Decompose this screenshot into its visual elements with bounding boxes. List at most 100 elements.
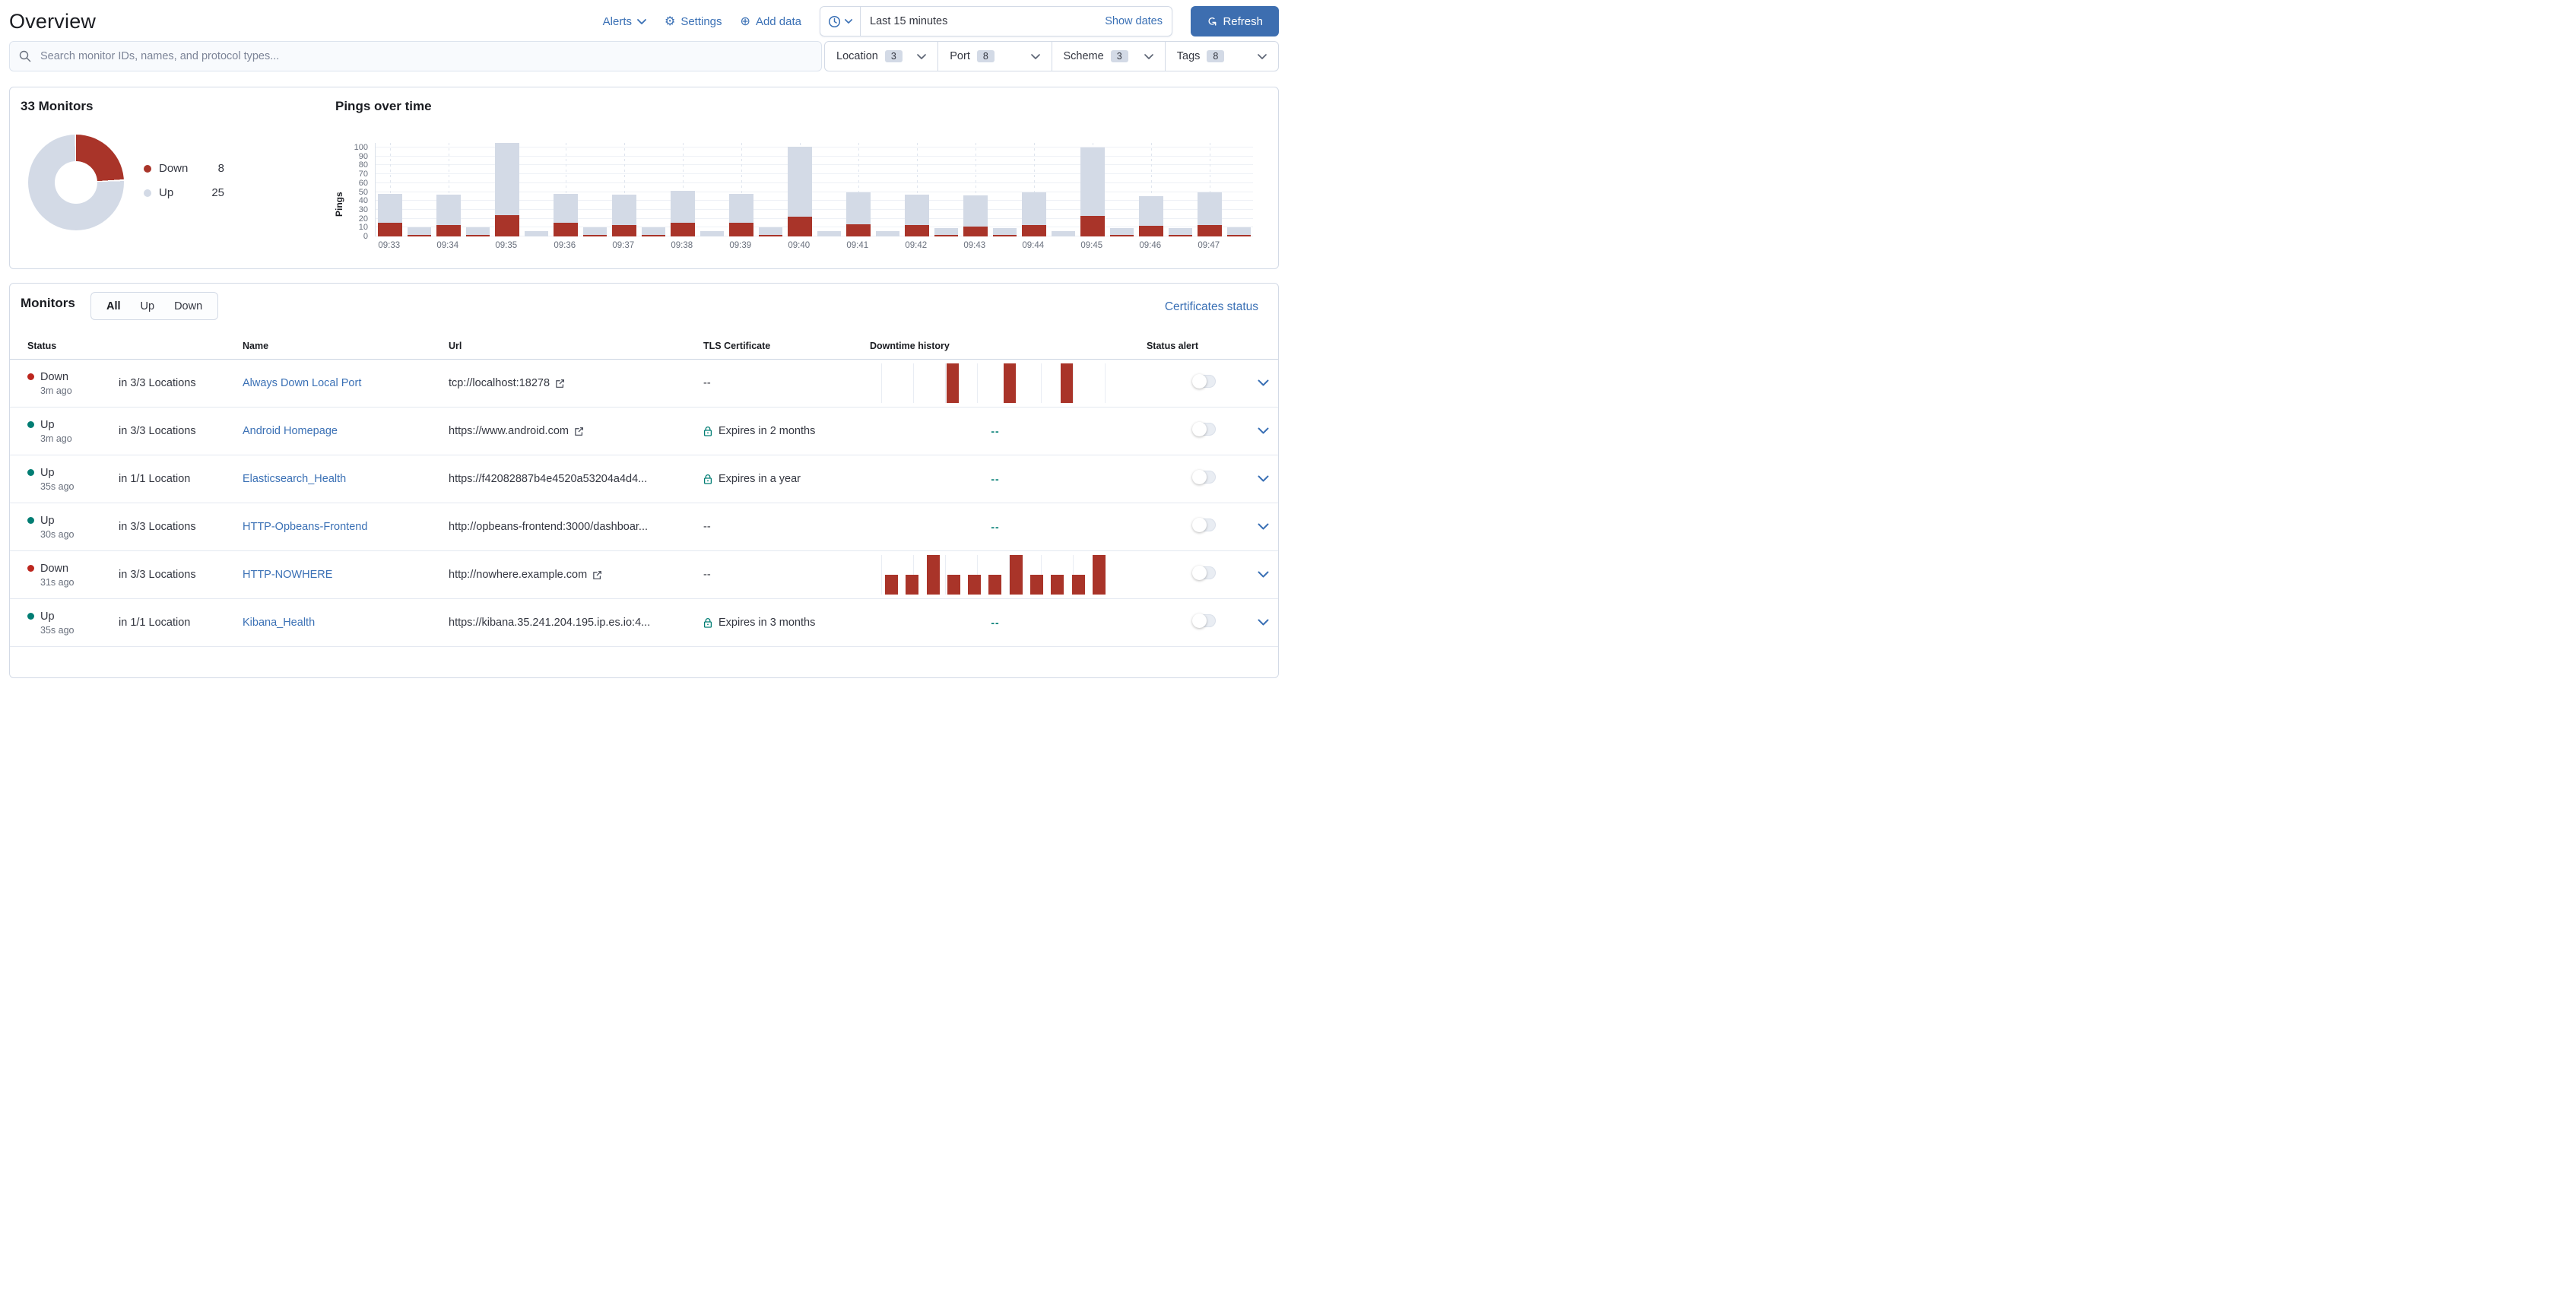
header-actions: Alerts ⚙ Settings ⊕ Add data Last 15 min… [603,6,1279,36]
pings-bar [1168,228,1192,236]
tls-cell: Expires in a year [703,473,870,485]
downtime-history-cell [870,363,1121,403]
downtime-bar [906,575,919,595]
monitor-url[interactable]: https://kibana.35.241.204.195.ip.es.io:4… [449,617,651,629]
monitor-name-link[interactable]: Kibana_Health [243,617,316,629]
expand-row-button[interactable] [1224,520,1278,534]
filter-count-badge: 3 [884,50,903,62]
status-alert-toggle[interactable] [1192,374,1216,389]
expand-row-button[interactable] [1224,616,1278,630]
pings-bar-down-segment [1226,234,1251,236]
pings-bar [1139,196,1163,236]
pings-bar [758,227,782,236]
table-row: Down 31s ago in 3/3 Locations HTTP-NOWHERE h… [10,551,1278,599]
legend-dot [144,189,151,197]
status-dot-up [27,517,34,524]
x-axis-tick-label: 09:45 [1080,241,1103,250]
time-range-field[interactable]: Last 15 minutes Show dates [861,7,1172,36]
tls-cell: Expires in 2 months [703,425,870,437]
status-alert-toggle[interactable] [1192,422,1216,436]
status-alert-toggle[interactable] [1192,566,1216,580]
pings-bar-up-segment [407,227,431,235]
pings-bar [436,195,461,236]
column-header-name: Name [243,340,269,351]
filter-port[interactable]: Port 8 [938,42,1052,71]
x-axis-tick-label: 09:44 [1022,241,1045,250]
pings-bar-up-segment [1080,147,1105,217]
downtime-bar [1060,363,1073,403]
legend-value: 25 [211,186,224,199]
minute-grid-line [682,143,684,236]
status-cell: Down 31s ago [27,563,119,588]
show-dates-button[interactable]: Show dates [1105,15,1163,27]
filter-scheme[interactable]: Scheme 3 [1052,42,1166,71]
x-axis-tick-label: 09:41 [846,241,869,250]
lock-icon [703,474,712,485]
monitor-url[interactable]: https://www.android.com [449,425,569,437]
tab-down[interactable]: Down [174,300,203,312]
monitors-panel: Monitors All Up Down Certificates status S… [9,283,1279,678]
search-input[interactable] [39,49,812,63]
pings-bar [875,230,899,236]
locations-cell: in 3/3 Locations [119,569,196,581]
status-dot-down [27,373,34,380]
pings-bar [612,195,636,236]
status-cell: Down 3m ago [27,371,119,396]
monitor-name-link[interactable]: HTTP-NOWHERE [243,569,333,581]
url-cell: tcp://localhost:18278 [449,377,703,389]
pings-bar [465,227,490,236]
pings-bar-up-segment [671,191,695,224]
monitor-url[interactable]: http://opbeans-frontend:3000/dashboar... [449,521,649,533]
filter-tags[interactable]: Tags 8 [1166,42,1278,71]
x-axis-tick-label: 09:42 [905,241,928,250]
external-link-icon [555,379,565,389]
pings-bar-up-segment [465,227,490,235]
tls-cell: -- [703,569,870,581]
pings-bar-up-segment [641,227,665,235]
chevron-down-icon [1144,53,1153,59]
x-axis-tick-label: 09:43 [963,241,986,250]
expand-row-button[interactable] [1224,568,1278,582]
last-check-time: 35s ago [40,480,75,492]
status-alert-toggle[interactable] [1192,614,1216,628]
tab-up[interactable]: Up [140,300,155,312]
monitor-url[interactable]: tcp://localhost:18278 [449,377,550,389]
status-dot-up [27,469,34,476]
monitor-name-link[interactable]: HTTP-Opbeans-Frontend [243,521,368,533]
add-data-button[interactable]: ⊕ Add data [741,15,801,28]
monitor-name-link[interactable]: Elasticsearch_Health [243,473,347,485]
tls-expiry-text: Expires in a year [719,473,801,485]
minute-grid-line [623,143,625,236]
pings-bar-up-segment [758,227,782,235]
monitor-name-link[interactable]: Always Down Local Port [243,377,362,389]
status-alert-toggle[interactable] [1192,470,1216,484]
y-axis-tick-label: 60 [358,178,368,188]
monitor-url[interactable]: http://nowhere.example.com [449,569,588,581]
status-alert-toggle[interactable] [1192,518,1216,532]
refresh-button[interactable]: ↻ Refresh [1191,6,1279,36]
pings-bar [554,193,578,236]
expand-row-button[interactable] [1224,472,1278,486]
tab-all[interactable]: All [106,300,121,312]
downtime-bar [926,555,940,595]
pings-bar-up-segment [817,230,841,236]
pings-bar [788,146,812,236]
pings-bar-down-segment [1198,224,1222,236]
expand-row-button[interactable] [1224,424,1278,438]
y-axis-tick-label: 90 [358,151,368,161]
monitor-name-link[interactable]: Android Homepage [243,425,338,437]
monitor-url[interactable]: https://f42082887b4e4520a53204a4d4... [449,473,648,485]
alerts-menu-button[interactable]: Alerts [603,15,646,28]
expand-row-button[interactable] [1224,376,1278,390]
downtime-bar [968,575,982,595]
pings-bar-down-segment [1168,234,1192,236]
grid-line [376,182,1253,183]
status-alert-cell [1121,422,1224,439]
time-quick-select-button[interactable] [820,7,861,36]
filter-location[interactable]: Location 3 [825,42,939,71]
settings-button[interactable]: ⚙ Settings [665,15,722,28]
certificates-status-link[interactable]: Certificates status [1164,300,1258,313]
refresh-label: Refresh [1223,14,1263,28]
locations-cell: in 3/3 Locations [119,377,196,389]
pings-bar [905,195,929,236]
